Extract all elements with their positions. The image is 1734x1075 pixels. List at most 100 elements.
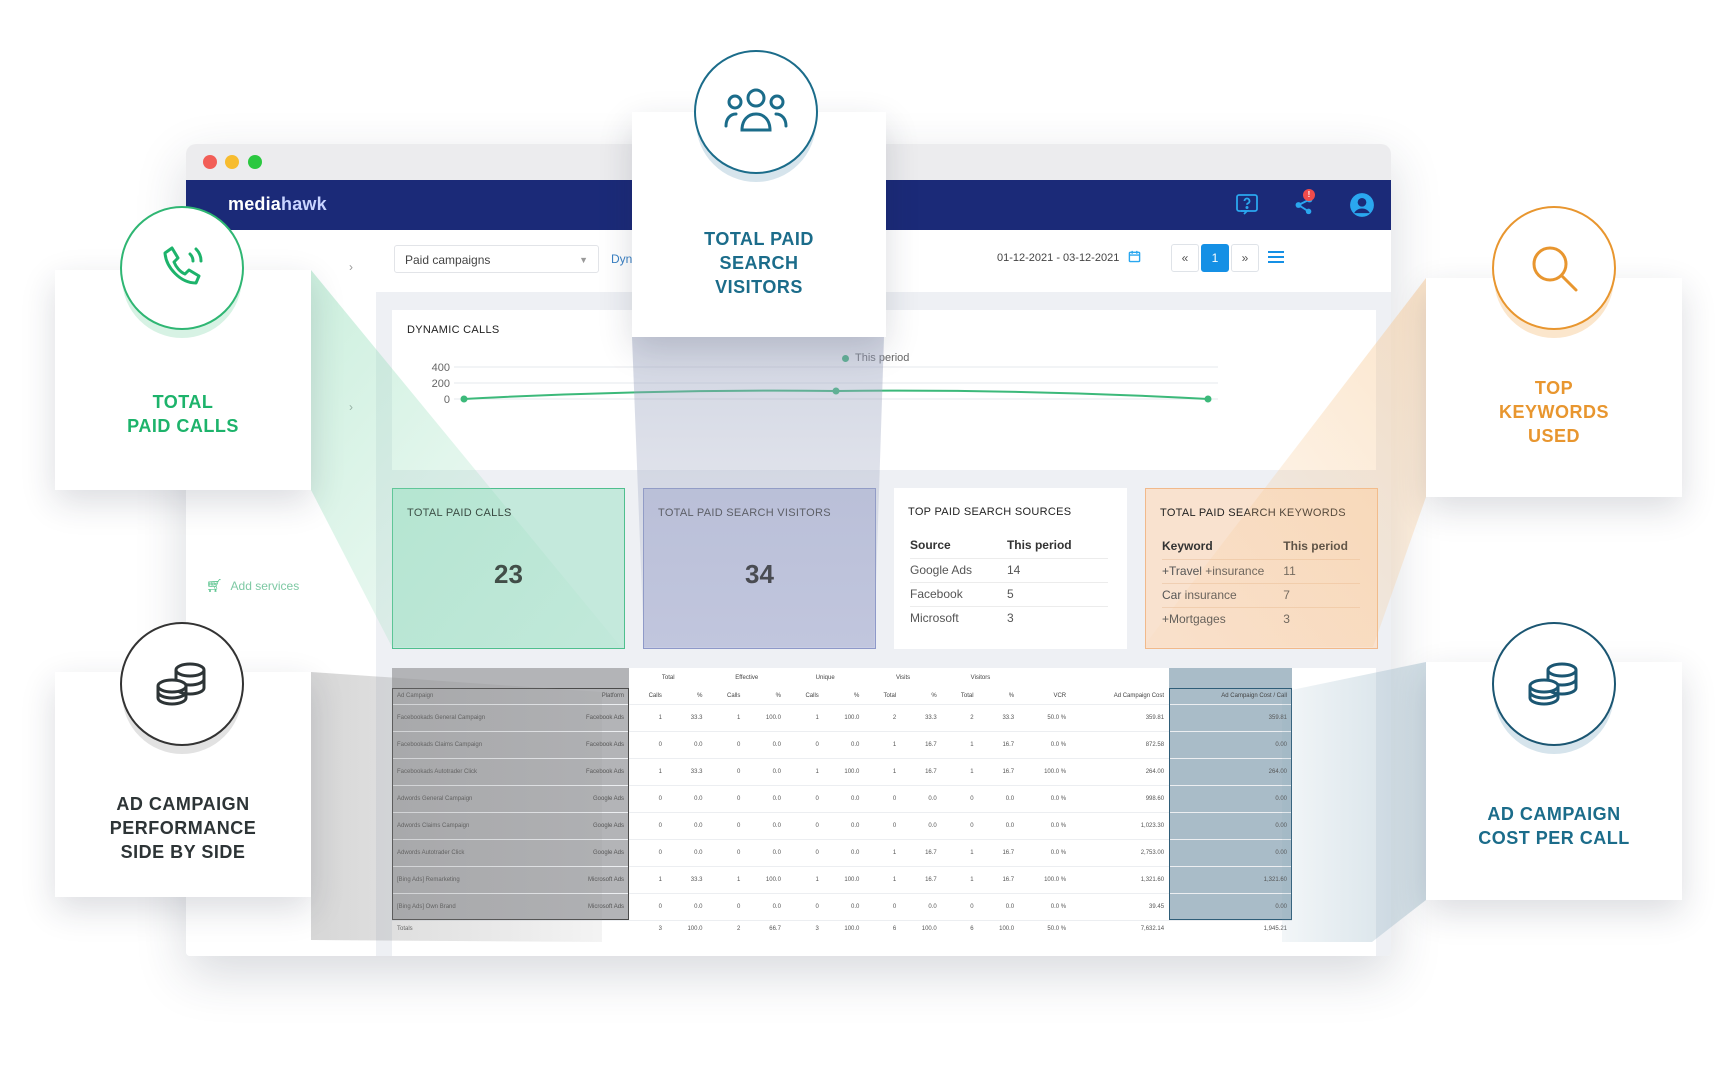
dynamic-tab-link[interactable]: Dyn: [611, 252, 633, 266]
table-row[interactable]: [Bing Ads] Remarketing Microsoft Ads 1 33.3…: [392, 865, 1292, 893]
table-cell: Microsoft Ads: [551, 892, 630, 920]
column-header: This period: [1283, 539, 1348, 553]
table-cell: 0.0: [978, 892, 1020, 920]
table-row[interactable]: Facebookads General Campaign Facebook Ads…: [392, 703, 1292, 731]
column-header: Keyword: [1162, 539, 1213, 553]
table-cell: 0.0 %: [1019, 892, 1072, 920]
group-header: Total: [661, 675, 675, 681]
column-header[interactable]: Calls: [648, 692, 662, 699]
magnifier-icon: [1492, 206, 1616, 330]
table-cell: 0: [785, 892, 824, 920]
help-chat-icon[interactable]: [1234, 192, 1260, 218]
table-cell: 0.00: [1169, 892, 1292, 920]
y-tick-label: 200: [432, 378, 450, 390]
minimize-window-button[interactable]: [225, 155, 239, 169]
column-header[interactable]: %: [775, 692, 781, 699]
feature-search-visitors-label: TOTAL PAID SEARCH VISITORS: [704, 229, 814, 297]
column-header[interactable]: Ad Campaign Cost / Call: [1169, 688, 1292, 704]
notifications-share-icon[interactable]: !: [1291, 189, 1317, 218]
table-cell: 16.7: [978, 865, 1020, 893]
table-row[interactable]: Adwords Claims Campaign Google Ads 0 0.0 0 0.…: [392, 811, 1292, 839]
column-header[interactable]: %: [1008, 692, 1015, 699]
cart-icon: 🛒︎: [206, 578, 223, 593]
table-cell: 0.00: [1169, 811, 1292, 839]
data-point[interactable]: [1204, 395, 1212, 403]
table-row[interactable]: Adwords General Campaign Google Ads 0 0.0 0 0…: [392, 784, 1292, 812]
column-header[interactable]: %: [854, 692, 860, 699]
source-name: Facebook: [910, 582, 1007, 607]
column-header[interactable]: Total: [960, 692, 974, 699]
column-header[interactable]: VCR: [1053, 692, 1067, 699]
close-window-button[interactable]: [203, 155, 217, 169]
top-search-keywords-card[interactable]: TOTAL PAID SEARCH KEYWORDS Keyword This p…: [1145, 488, 1378, 649]
column-header[interactable]: Calls: [805, 692, 819, 699]
table-row[interactable]: Facebookads Autotrader Click Facebook Ads…: [392, 757, 1292, 785]
table-cell: 0: [707, 730, 746, 758]
table-cell: 0.0: [978, 784, 1020, 812]
data-point[interactable]: [832, 387, 840, 395]
table-row[interactable]: Adwords Autotrader Click Google Ads 0 0.0 0 0…: [392, 838, 1292, 866]
table-cell: 3: [629, 919, 667, 938]
data-point[interactable]: [460, 395, 468, 403]
table-cell: 100.0: [901, 919, 942, 938]
column-header-row: Ad Campaign Platform Calls% Calls% Calls% Tot…: [392, 688, 1292, 704]
report-type-select[interactable]: Paid campaigns ▼: [394, 245, 599, 273]
pager-next-button[interactable]: »: [1231, 244, 1259, 272]
mediahawk-logo[interactable]: mediahawk: [228, 194, 327, 215]
group-header-blank: [1169, 668, 1292, 688]
date-range-text[interactable]: 01-12-2021 - 03-12-2021: [997, 252, 1120, 264]
column-header[interactable]: Total: [883, 692, 897, 699]
table-cell: 0.0: [823, 811, 865, 839]
table-cell: 0: [707, 784, 746, 812]
user-account-icon[interactable]: [1349, 192, 1375, 218]
table-cell: 0.0 %: [1019, 730, 1072, 758]
table-cell: 0.0: [666, 892, 708, 920]
table-row[interactable]: [Bing Ads] Own Brand Microsoft Ads 0 0.0 0 0.…: [392, 892, 1292, 920]
hamburger-menu-icon[interactable]: [1268, 250, 1284, 269]
total-search-visitors-card[interactable]: TOTAL PAID SEARCH VISITORS 34: [643, 488, 876, 649]
pagination: « 1 »: [1171, 244, 1259, 272]
column-header[interactable]: Ad Campaign Cost: [1113, 692, 1165, 699]
table-cell: 0.0 %: [1019, 811, 1072, 839]
table-cell: 1: [707, 865, 746, 893]
table-cell: 0: [707, 892, 746, 920]
column-header[interactable]: %: [931, 692, 937, 699]
feature-performance-label: AD CAMPAIGN PERFORMANCE SIDE BY SIDE: [109, 794, 257, 862]
column-header[interactable]: Ad Campaign: [392, 688, 552, 704]
maximize-window-button[interactable]: [248, 155, 262, 169]
table-cell: 2: [864, 703, 902, 731]
column-header[interactable]: %: [697, 692, 703, 699]
table-row[interactable]: Facebookads Claims Campaign Facebook Ads 0…: [392, 730, 1292, 758]
sidebar-expand-chevron-icon[interactable]: ›: [349, 260, 353, 274]
table-cell: 1: [785, 757, 824, 785]
add-services-link[interactable]: 🛒︎ Add services: [206, 578, 299, 594]
table-row: Facebook 5: [910, 582, 1108, 607]
feature-performance-panel: AD CAMPAIGN PERFORMANCE SIDE BY SIDE: [55, 672, 311, 897]
table-cell: 100.0: [823, 757, 865, 785]
table-cell: 6: [864, 919, 902, 938]
group-header: Unique: [815, 675, 835, 681]
table-cell: Adwords Claims Campaign: [392, 811, 552, 839]
table-cell: 1: [707, 703, 746, 731]
calendar-icon[interactable]: [1128, 250, 1141, 266]
table-cell: Facebook Ads: [551, 757, 630, 785]
table-cell: 0.0: [823, 730, 865, 758]
total-paid-calls-value: 23: [494, 559, 523, 589]
pager-prev-button[interactable]: «: [1171, 244, 1199, 272]
total-paid-calls-card[interactable]: TOTAL PAID CALLS 23: [392, 488, 625, 649]
column-header[interactable]: Calls: [727, 692, 741, 699]
sidebar-expand-chevron-icon[interactable]: ›: [349, 400, 353, 414]
table-cell: 1: [629, 865, 667, 893]
table-cell: 33.3: [666, 757, 708, 785]
table-cell: 0: [707, 838, 746, 866]
pager-page-button[interactable]: 1: [1201, 244, 1229, 272]
keyword-name: +Travel +insurance: [1162, 559, 1284, 584]
totals-row[interactable]: Totals 3 100.0 2 66.7 3 100.0 6 100.0 6 100.0 50.0 …: [392, 919, 1292, 938]
table-cell: 359.81: [1071, 703, 1170, 731]
table-cell: 0.0: [745, 757, 786, 785]
table-row: Google Ads 14: [910, 558, 1108, 583]
table-cell: Google Ads: [551, 784, 630, 812]
table-cell: 2: [707, 919, 746, 938]
top-search-sources-card[interactable]: TOP PAID SEARCH SOURCES Source This perio…: [894, 488, 1127, 649]
column-header[interactable]: Platform: [551, 688, 630, 704]
